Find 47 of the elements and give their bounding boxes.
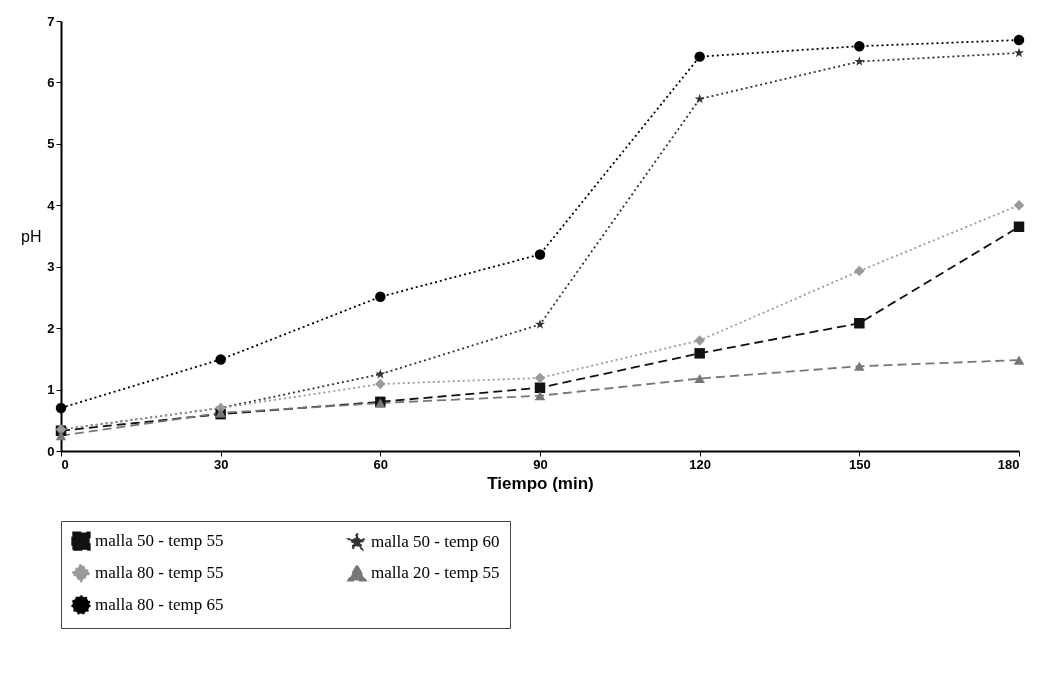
point (534, 382, 546, 393)
point (694, 348, 705, 359)
point (1013, 355, 1025, 365)
y-tick-label: 6 (47, 74, 55, 90)
point (534, 391, 546, 401)
point (215, 354, 226, 365)
x-tick-label: 180 (997, 456, 1020, 472)
point (854, 361, 865, 371)
y-tick-label: 1 (47, 382, 55, 398)
point (694, 373, 705, 384)
y-tick-label: 3 (47, 259, 55, 275)
legend-label: malla 80 - temp 55 (95, 563, 224, 582)
x-tick-label: 0 (61, 456, 69, 472)
point (55, 431, 67, 441)
point (694, 51, 705, 62)
x-tick-label: 120 (689, 456, 712, 472)
point (1013, 34, 1025, 46)
point (854, 40, 865, 52)
point (375, 378, 386, 390)
point (694, 335, 705, 346)
y-tick-label: 2 (47, 320, 55, 336)
point (534, 372, 546, 384)
x-axis-title: Tiempo (min) (487, 473, 594, 493)
point (1013, 200, 1025, 211)
point (375, 291, 386, 303)
point (854, 56, 865, 66)
y-tick-label: 5 (47, 136, 55, 152)
point (535, 319, 545, 329)
y-tick-label: 7 (47, 13, 55, 29)
point (1014, 47, 1024, 58)
x-tick-label: 60 (373, 456, 389, 472)
legend-label: malla 20 - temp 55 (371, 563, 500, 582)
y-axis-title: pH (21, 227, 42, 245)
point (55, 402, 67, 414)
point (854, 317, 865, 329)
legend-label: malla 50 - temp 60 (371, 532, 500, 551)
point (854, 265, 865, 277)
x-tick-label: 90 (533, 456, 548, 472)
point (534, 249, 546, 260)
point (694, 93, 705, 104)
x-tick-label: 30 (213, 456, 229, 472)
legend-label: malla 80 - temp 65 (95, 595, 224, 614)
point (1013, 221, 1025, 233)
y-tick-label: 0 (47, 443, 55, 459)
legend-label: malla 50 - temp 55 (95, 531, 224, 551)
y-tick-label: 4 (47, 197, 56, 213)
x-tick-label: 150 (848, 456, 871, 472)
